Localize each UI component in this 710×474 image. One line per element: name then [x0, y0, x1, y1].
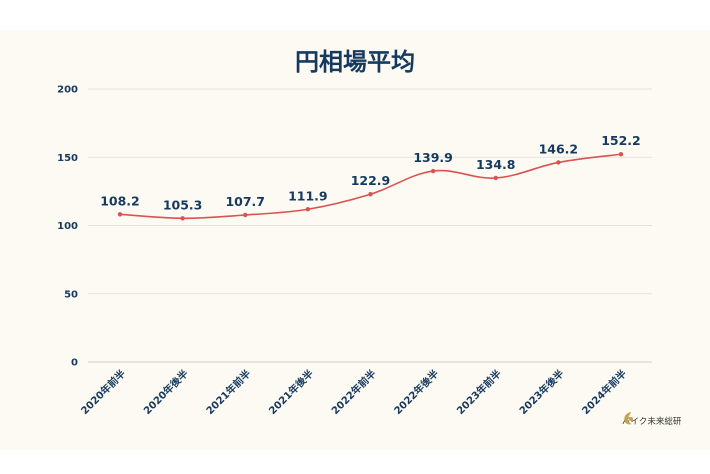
data-point — [243, 212, 248, 218]
data-label: 134.8 — [476, 157, 516, 172]
brand-name: バイク未来総研 — [622, 417, 682, 427]
data-point — [305, 207, 311, 212]
x-tick-label: 2021年前半 — [203, 367, 253, 417]
chart-background — [0, 30, 710, 450]
data-label: 105.3 — [163, 197, 203, 212]
y-tick-label: 200 — [57, 85, 78, 96]
x-tick-label: 2020年前半 — [78, 367, 128, 417]
brand-logo-group: バイク未来総研 — [622, 410, 706, 434]
x-tick-label: 2020年後半 — [141, 367, 191, 417]
y-tick-label: 50 — [64, 289, 78, 300]
data-point — [493, 175, 498, 181]
data-label: 152.2 — [601, 133, 641, 148]
y-tick-label: 150 — [57, 153, 78, 164]
x-tick-label: 2023年前半 — [454, 367, 504, 417]
y-tick-label: 0 — [71, 358, 78, 369]
x-tick-label: 2023年後半 — [516, 367, 566, 417]
data-point — [180, 216, 185, 221]
data-point — [117, 212, 123, 217]
data-label: 107.7 — [225, 194, 265, 209]
data-label: 108.2 — [100, 193, 140, 208]
data-label: 111.9 — [288, 188, 328, 203]
x-tick-label: 2022年前半 — [329, 367, 379, 417]
data-point — [368, 192, 373, 197]
data-label: 122.9 — [351, 173, 391, 188]
data-label: 139.9 — [413, 150, 453, 165]
x-tick-label: 2021年後半 — [266, 367, 316, 417]
y-tick-label: 100 — [57, 221, 78, 232]
x-tick-label: 2022年後半 — [391, 367, 441, 417]
brand-logo-icon — [624, 412, 633, 425]
data-point — [618, 152, 624, 157]
data-label: 146.2 — [539, 141, 579, 156]
data-point — [556, 160, 561, 165]
chart-title: 円相場平均 — [295, 48, 415, 76]
data-point — [430, 168, 436, 174]
